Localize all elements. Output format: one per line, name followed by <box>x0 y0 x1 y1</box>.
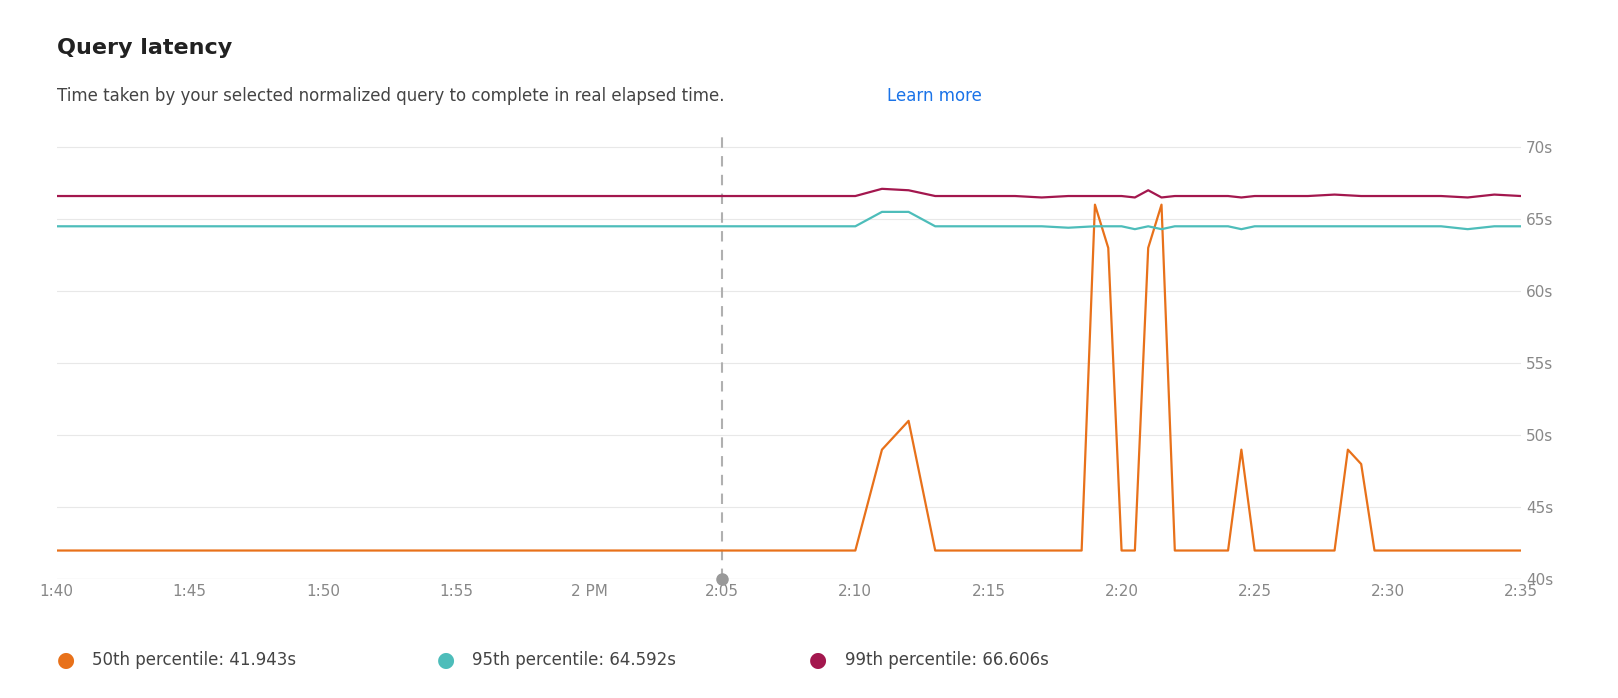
Text: Time taken by your selected normalized query to complete in real elapsed time.: Time taken by your selected normalized q… <box>57 87 730 105</box>
Text: ●: ● <box>809 650 827 669</box>
Text: 99th percentile: 66.606s: 99th percentile: 66.606s <box>845 651 1048 669</box>
Text: Learn more: Learn more <box>887 87 982 105</box>
Text: ●: ● <box>57 650 74 669</box>
Text: 50th percentile: 41.943s: 50th percentile: 41.943s <box>92 651 296 669</box>
Text: 95th percentile: 64.592s: 95th percentile: 64.592s <box>472 651 676 669</box>
Text: ●: ● <box>437 650 455 669</box>
Text: Query latency: Query latency <box>57 38 231 59</box>
